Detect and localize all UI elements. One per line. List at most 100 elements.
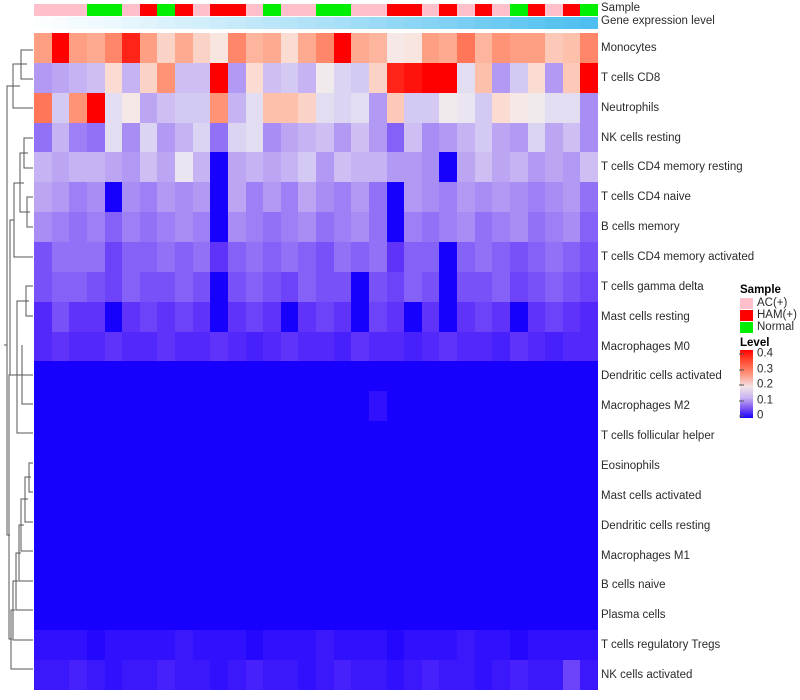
heatmap-cell xyxy=(509,301,528,332)
heatmap-cell xyxy=(439,242,457,272)
annotation-cell-sample xyxy=(263,4,281,16)
heatmap-cell xyxy=(562,540,581,571)
row-label: Dendritic cells resting xyxy=(601,519,711,532)
heatmap-cell xyxy=(210,212,228,243)
heatmap-cell xyxy=(104,271,123,302)
heatmap-cell xyxy=(175,361,193,392)
heatmap-cell xyxy=(545,510,563,541)
heatmap-cell xyxy=(69,33,87,63)
heatmap-cell xyxy=(333,152,352,183)
heatmap-cell xyxy=(562,391,581,422)
heatmap-cell xyxy=(333,361,352,392)
heatmap-cell xyxy=(351,480,369,511)
heatmap-cell xyxy=(333,391,352,422)
heatmap-cell xyxy=(298,600,316,631)
heatmap-cell xyxy=(457,451,475,481)
heatmap-cell xyxy=(404,600,422,631)
heatmap-cell xyxy=(34,391,52,422)
heatmap-cell xyxy=(34,570,52,601)
heatmap-cell xyxy=(351,62,369,93)
heatmap-cell xyxy=(280,242,299,272)
annotation-cell-gene-expression xyxy=(122,17,140,29)
heatmap-cell xyxy=(527,600,546,631)
legend-tick-mark xyxy=(739,400,744,401)
heatmap-cell xyxy=(298,33,316,63)
heatmap-cell xyxy=(527,331,546,362)
heatmap-cell xyxy=(474,152,493,183)
heatmap-cell xyxy=(104,391,123,422)
heatmap-cell xyxy=(51,271,70,302)
heatmap-cell xyxy=(333,570,352,601)
heatmap-cell xyxy=(562,92,581,123)
heatmap-cell xyxy=(580,182,598,213)
heatmap-cell xyxy=(122,510,140,541)
heatmap-cell xyxy=(245,271,264,302)
heatmap-cell xyxy=(421,480,440,511)
heatmap-cell xyxy=(492,480,510,511)
heatmap-cell xyxy=(386,660,405,690)
heatmap-cell xyxy=(474,242,493,272)
heatmap-cell xyxy=(69,570,87,601)
heatmap-cell xyxy=(245,33,264,63)
annotation-cell-gene-expression xyxy=(580,17,598,29)
heatmap-cell xyxy=(263,122,281,153)
heatmap-cell xyxy=(492,570,510,601)
heatmap-cell xyxy=(34,480,52,511)
heatmap-cell xyxy=(527,301,546,332)
heatmap-cell xyxy=(474,212,493,243)
heatmap-cell xyxy=(298,242,316,272)
legend-tick-label: 0.1 xyxy=(757,394,773,406)
heatmap-cell xyxy=(457,152,475,183)
heatmap-cell xyxy=(474,570,493,601)
heatmap-cell xyxy=(51,331,70,362)
heatmap-cell xyxy=(192,480,211,511)
heatmap-cell xyxy=(104,212,123,243)
heatmap-cell xyxy=(421,510,440,541)
heatmap-cell xyxy=(34,540,52,571)
heatmap-cell xyxy=(562,122,581,153)
heatmap-cell xyxy=(227,122,246,153)
heatmap-cell xyxy=(69,660,87,690)
heatmap-cell xyxy=(421,62,440,93)
heatmap-cell xyxy=(139,62,158,93)
heatmap-cell xyxy=(404,391,422,422)
heatmap-cell xyxy=(86,92,105,123)
heatmap-cell xyxy=(86,122,105,153)
heatmap-cell xyxy=(386,122,405,153)
heatmap-cell xyxy=(527,122,546,153)
heatmap-cell xyxy=(351,92,369,123)
heatmap-cell xyxy=(545,630,563,661)
heatmap-cell xyxy=(69,212,87,243)
heatmap-cell xyxy=(404,122,422,153)
heatmap-cell xyxy=(51,630,70,661)
heatmap-cell xyxy=(51,391,70,422)
heatmap-cell xyxy=(351,242,369,272)
annotation-cell-sample xyxy=(333,4,352,16)
heatmap-cell xyxy=(509,600,528,631)
heatmap-cell xyxy=(210,271,228,302)
heatmap-cell xyxy=(368,391,387,422)
heatmap-cell xyxy=(562,630,581,661)
heatmap-cell xyxy=(457,271,475,302)
heatmap-cell xyxy=(439,421,457,452)
heatmap-cell xyxy=(562,242,581,272)
heatmap-cell xyxy=(280,630,299,661)
heatmap-cell xyxy=(157,301,175,332)
heatmap-cell xyxy=(86,600,105,631)
heatmap-cell xyxy=(122,212,140,243)
heatmap-cell xyxy=(527,630,546,661)
heatmap-cell xyxy=(439,630,457,661)
heatmap-cell xyxy=(316,33,334,63)
heatmap-cell xyxy=(492,212,510,243)
heatmap-cell xyxy=(51,660,70,690)
heatmap-cell xyxy=(280,182,299,213)
heatmap-cell xyxy=(457,33,475,63)
heatmap-cell xyxy=(175,92,193,123)
heatmap-cell xyxy=(139,361,158,392)
heatmap-cell xyxy=(157,122,175,153)
heatmap-cell xyxy=(509,660,528,690)
heatmap-cell xyxy=(562,62,581,93)
heatmap-cell xyxy=(192,451,211,481)
heatmap-cell xyxy=(210,301,228,332)
heatmap-cell xyxy=(351,33,369,63)
